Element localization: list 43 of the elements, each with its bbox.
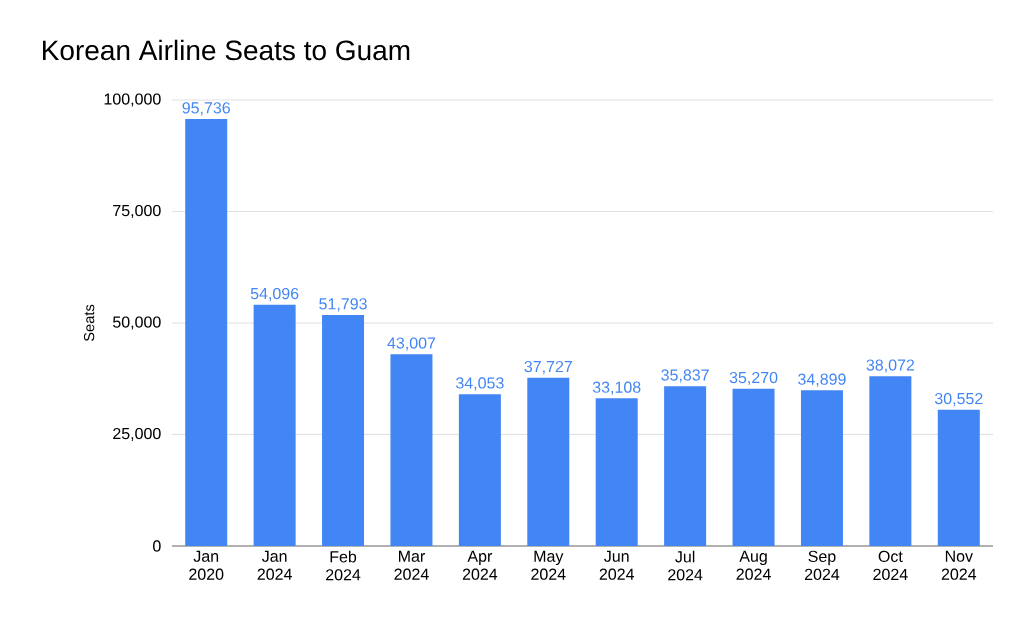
x-tick-label: Oct 2024 (873, 550, 908, 581)
bar (527, 377, 570, 546)
y-tick-label: 100,000 (104, 93, 161, 107)
x-tick-label: May 2024 (531, 550, 566, 580)
x-tick-label: Nov 2024 (941, 550, 977, 580)
bar (937, 409, 980, 546)
y-tick-label: 0 (153, 540, 161, 552)
x-tick-label: Jun 2024 (599, 550, 635, 580)
y-axis-title: Seats (83, 304, 95, 342)
data-label: 95,736 (182, 102, 230, 116)
data-label: 54,096 (250, 287, 299, 302)
x-tick-label: Jul 2024 (668, 550, 703, 581)
bar (322, 315, 365, 546)
bar (664, 386, 707, 546)
data-label: 38,072 (866, 359, 915, 373)
chart-title: Korean Airline Seats to Guam (43, 39, 410, 61)
bar (800, 390, 843, 546)
data-label: 33,108 (592, 381, 641, 395)
bar (185, 119, 228, 546)
bar (458, 394, 501, 546)
x-tick-label: Sep 2024 (804, 550, 840, 581)
y-tick-label: 50,000 (113, 316, 161, 330)
data-label: 34,053 (456, 377, 504, 391)
bar (732, 388, 775, 546)
data-label: 43,007 (387, 337, 436, 351)
bar (595, 398, 638, 546)
x-tick-label: Apr 2024 (462, 550, 498, 580)
data-label: 35,837 (661, 369, 709, 383)
x-tick-label: Aug 2024 (736, 550, 771, 580)
x-tick-label: Jan 2020 (189, 550, 224, 580)
x-tick-label: Mar 2024 (394, 550, 429, 580)
data-label: 30,552 (934, 392, 983, 407)
bar (869, 376, 912, 546)
bar (390, 354, 433, 546)
y-tick-label: 25,000 (113, 427, 161, 442)
data-label: 51,793 (319, 298, 367, 312)
data-label: 35,270 (729, 371, 778, 386)
x-tick-label: Jan 2024 (257, 550, 292, 580)
bar (253, 304, 296, 546)
y-tick-label: 75,000 (113, 204, 161, 219)
x-tick-label: Feb 2024 (326, 550, 361, 581)
data-label: 37,727 (524, 360, 572, 375)
data-label: 34,899 (798, 373, 846, 387)
